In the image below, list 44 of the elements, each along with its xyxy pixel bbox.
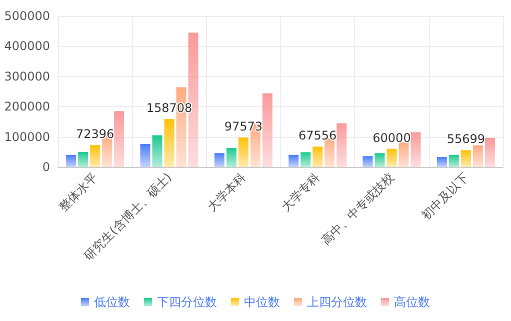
y-tick-label: 400000 [4,39,50,54]
bar [164,119,174,167]
bar [410,132,421,167]
bar [374,153,385,167]
bar [262,93,272,167]
bar [238,138,248,167]
bar [386,148,397,167]
bar [484,138,495,167]
bar [152,135,162,167]
bar [288,154,299,167]
y-tick-label: 200000 [4,100,50,114]
y-tick-label: 0 [42,160,50,174]
bar [66,154,76,167]
data-label: 158708 [146,101,192,116]
bar [398,142,409,167]
data-label: 60000 [372,130,411,145]
bar [78,152,88,167]
y-tick-label: 500000 [4,9,50,23]
data-label: 72396 [76,127,114,142]
legend-label: 高位数 [394,295,430,309]
bar [312,146,323,167]
bar [300,152,311,167]
legend-label: 中位数 [244,295,280,309]
legend-label: 低位数 [94,295,130,309]
x-tick-label: 整体水平 [56,170,100,214]
data-label: 67556 [298,128,337,143]
data-label: 55699 [446,132,486,146]
y-tick-label: 300000 [4,69,50,84]
bar [460,150,471,167]
bar [90,145,100,167]
bar [336,123,347,167]
bar [214,153,224,167]
bar [114,111,124,167]
bar [436,157,447,167]
legend-label: 下四分位数 [157,295,217,309]
x-tick-label: 大学本科 [204,170,248,214]
x-tick-label: 初中及以下 [418,170,471,222]
bar [362,156,373,167]
bar [472,145,483,167]
bar [226,148,236,167]
bar [140,144,150,167]
legend-label: 上四分位数 [307,295,367,309]
y-tick-label: 100000 [4,130,50,144]
bar [448,154,459,167]
